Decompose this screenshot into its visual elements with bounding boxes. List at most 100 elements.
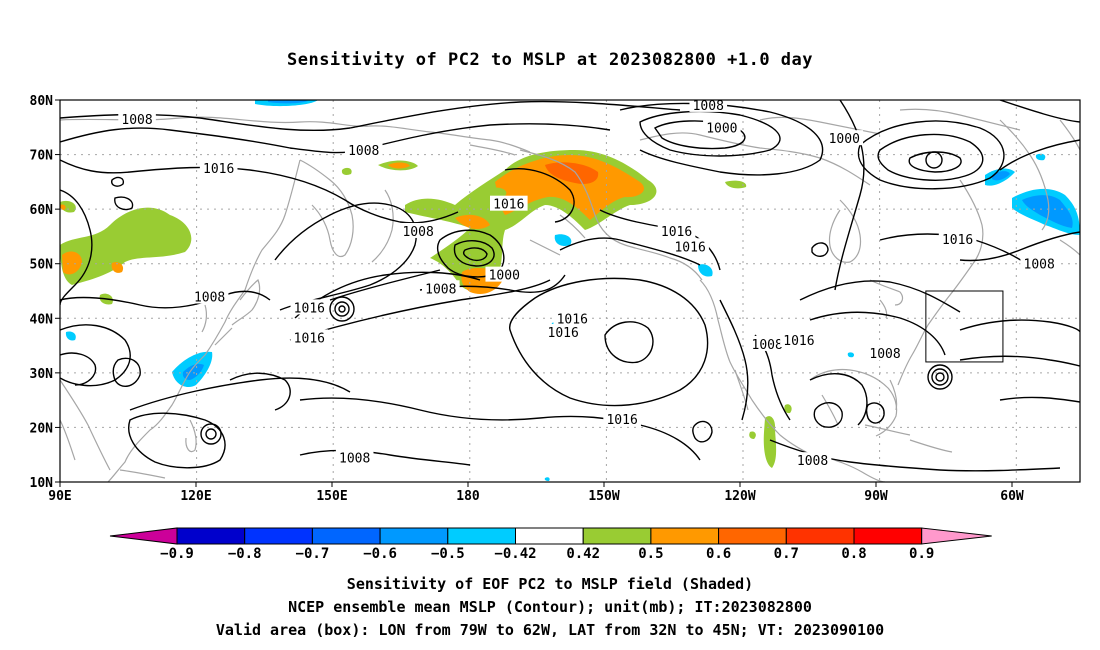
lat-label: 20N xyxy=(30,421,54,436)
shade-cyan-asia-west xyxy=(65,331,76,341)
shade-orange-okhotsk xyxy=(388,162,410,169)
contour-label: 1016 xyxy=(548,326,579,341)
contour-label-bg xyxy=(490,195,528,211)
lon-label: 120W xyxy=(724,489,755,504)
colorbar-label: −0.8 xyxy=(228,546,262,562)
contour-label-bg xyxy=(344,142,383,158)
shade-green-mexico-3 xyxy=(749,431,756,439)
shade-green-mexico xyxy=(763,416,777,468)
contour-label-bg xyxy=(485,266,524,282)
colorbar-label: 0.8 xyxy=(841,546,866,562)
lon-label: 60W xyxy=(1000,489,1024,504)
contour-label: 1016 xyxy=(294,331,325,346)
lat-label: 60N xyxy=(30,203,54,218)
colorbar-high-end xyxy=(921,527,992,545)
valid-area-box xyxy=(925,290,1004,363)
shade-cyan-south xyxy=(544,477,550,481)
colorbar-segment xyxy=(176,527,246,545)
contour-label-bg xyxy=(290,329,329,345)
contour-label: 1008 xyxy=(121,113,152,128)
contour-label-bg xyxy=(553,310,592,326)
colorbar-low-end xyxy=(109,527,178,545)
lat-label: 80N xyxy=(30,94,54,109)
contour-label: 1008 xyxy=(339,451,370,466)
shade-darkorange-bering xyxy=(545,162,599,184)
colorbar: −0.9 −0.8 −0.7 −0.6 −0.5 −0.42 0.42 0.5 0.6 0.7 0.… xyxy=(109,527,992,562)
lat-label: 10N xyxy=(30,476,54,491)
caption-line-1: Sensitivity of EOF PC2 to MSLP field (Sh… xyxy=(346,575,754,593)
contour-label-bg xyxy=(190,288,229,304)
shade-orange-asia xyxy=(62,251,82,275)
shade-cyan-greenland-top xyxy=(1035,153,1046,161)
shade-cyan-bc xyxy=(698,264,713,277)
shade-green-alaska xyxy=(725,180,747,189)
contour-label: 1008 xyxy=(1024,258,1055,273)
shade-orange-asia-2 xyxy=(111,262,124,273)
contour-label: 1008 xyxy=(869,347,900,362)
contour-label-bg xyxy=(748,335,786,351)
map-title: Sensitivity of PC2 to MSLP at 2023082800… xyxy=(286,50,813,70)
colorbar-label: 0.7 xyxy=(774,546,799,562)
colorbar-segment xyxy=(311,527,381,545)
colorbar-segment xyxy=(582,527,652,545)
contour-label-bg xyxy=(290,299,329,315)
shade-cyan-gulf-alaska xyxy=(554,234,572,246)
contour-label: 1008 xyxy=(425,282,456,297)
lon-label: 90W xyxy=(864,489,888,504)
contour-label-bg xyxy=(825,130,864,146)
colorbar-label: 0.42 xyxy=(566,546,600,562)
caption-line-2: NCEP ensemble mean MSLP (Contour); unit(… xyxy=(288,598,812,616)
shade-green-small-east xyxy=(489,187,507,197)
contour-label-bg xyxy=(657,222,696,238)
colorbar-label: −0.42 xyxy=(494,546,536,562)
contour-label-bg xyxy=(422,280,460,296)
shade-blue-greenland-east xyxy=(1022,195,1073,228)
colorbar-segment xyxy=(853,527,923,545)
contour-label-bg xyxy=(1020,255,1058,271)
colorbar-segment xyxy=(515,527,584,545)
colorbar-segment xyxy=(379,527,449,545)
contour-label: 1000 xyxy=(829,132,860,147)
contour-label-bg xyxy=(199,160,238,176)
lon-label: 180 xyxy=(456,489,480,504)
colorbar-segment xyxy=(244,527,313,545)
contour-label: 1008 xyxy=(693,99,724,114)
colorbar-label: 0.5 xyxy=(638,546,663,562)
contour-label-bg xyxy=(671,238,709,254)
contour-label-bg xyxy=(866,345,904,361)
shade-orange-mid xyxy=(455,214,490,230)
colorbar-label: −0.5 xyxy=(431,546,465,562)
contour-label: 1008 xyxy=(348,144,379,159)
contour-label: 1000 xyxy=(489,269,520,284)
contour-label: 1016 xyxy=(606,413,637,428)
colorbar-label: −0.7 xyxy=(296,546,330,562)
colorbar-segment xyxy=(785,527,855,545)
colorbar-segment xyxy=(718,527,787,545)
contour-label-bg xyxy=(118,111,156,127)
contour-label: 1000 xyxy=(706,121,737,136)
lat-label: 40N xyxy=(30,312,54,327)
contour-label-bg xyxy=(780,332,818,348)
shade-cyan-atlantic xyxy=(847,352,855,358)
mslp-contours xyxy=(60,100,1080,472)
colorbar-label: −0.9 xyxy=(160,546,194,562)
colorbar-label: 0.9 xyxy=(909,546,934,562)
contour-label-bg xyxy=(938,231,977,247)
contour-label: 1016 xyxy=(294,301,325,316)
lon-label: 90E xyxy=(48,489,71,504)
contour-label: 1016 xyxy=(661,225,692,240)
shade-green-asia xyxy=(60,207,192,285)
contour-label: 1016 xyxy=(783,334,814,349)
shade-green-mexico-2 xyxy=(784,404,792,414)
contour-label: 1016 xyxy=(557,312,588,327)
contour-label: 1008 xyxy=(752,338,783,353)
contour-label: 1008 xyxy=(194,290,225,305)
contour-label: 1008 xyxy=(402,225,433,240)
map-frame xyxy=(59,99,1081,483)
lat-label: 70N xyxy=(30,149,54,164)
contour-label: 1016 xyxy=(493,198,524,213)
contour-label-bg xyxy=(335,449,374,465)
